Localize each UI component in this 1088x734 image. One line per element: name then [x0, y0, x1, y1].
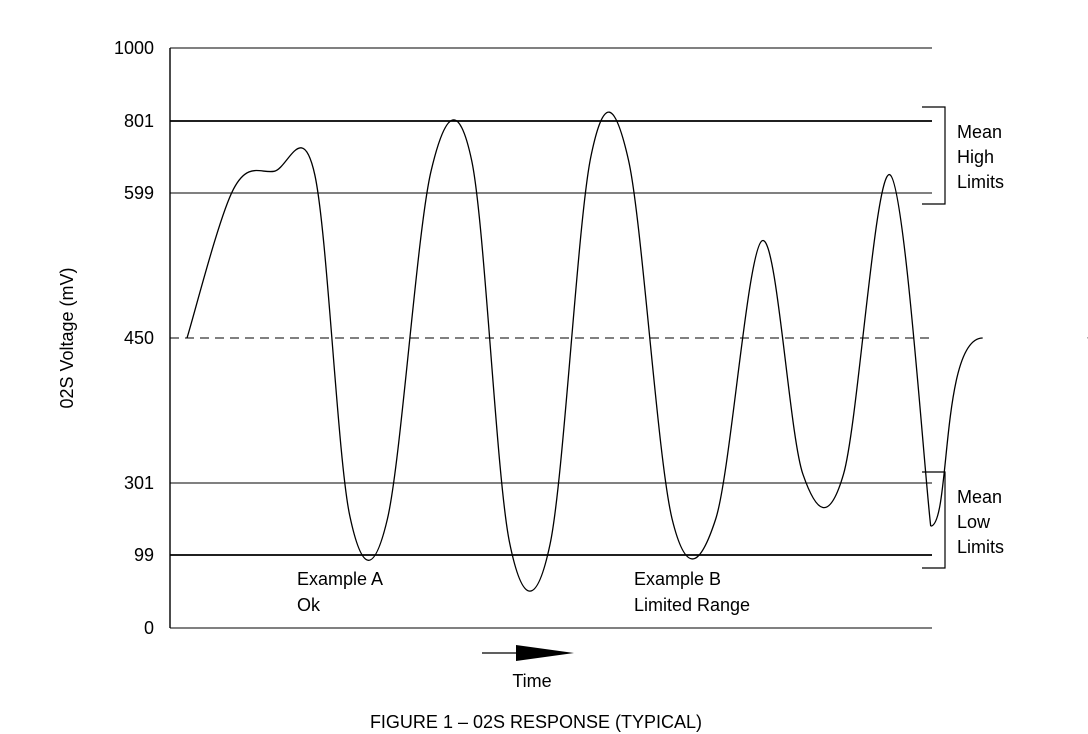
- limit-brace: [922, 106, 946, 205]
- time-arrow: [482, 645, 574, 661]
- y-tick-label: 599: [124, 183, 154, 203]
- y-tick-label: 450: [124, 328, 154, 348]
- y-tick-label: 99: [134, 545, 154, 565]
- y-tick-labels: 1000 801 599 450 301 99 0: [114, 38, 154, 638]
- band-label-line: Limits: [957, 172, 1004, 192]
- series-label: Ok: [297, 595, 321, 615]
- series-label: Example B: [634, 569, 721, 589]
- band-labels: Mean High Limits Mean Low Limits: [957, 122, 1004, 557]
- reference-lines: [170, 47, 932, 629]
- y-tick-label: 0: [144, 618, 154, 638]
- band-label-line: Mean: [957, 487, 1002, 507]
- y-axis-label: 02S Voltage (mV): [57, 267, 77, 408]
- time-arrow-head: [516, 645, 574, 661]
- band-label-line: Low: [957, 512, 991, 532]
- y-tick-label: 801: [124, 111, 154, 131]
- limit-brace: [922, 471, 946, 569]
- series-label: Limited Range: [634, 595, 750, 615]
- series-label: Example A: [297, 569, 383, 589]
- band-label-line: Mean: [957, 122, 1002, 142]
- figure-caption: FIGURE 1 – 02S RESPONSE (TYPICAL): [370, 712, 702, 732]
- series-group: [186, 111, 1088, 592]
- y-tick-label: 301: [124, 473, 154, 493]
- y-tick-label: 1000: [114, 38, 154, 58]
- series-line-example-a-tail: [930, 337, 983, 527]
- band-label-line: Limits: [957, 537, 1004, 557]
- series-line-example-a: [186, 111, 932, 592]
- limit-braces: [922, 106, 946, 569]
- series-labels: Example A Ok Example B Limited Range: [297, 569, 750, 615]
- x-axis-label: Time: [512, 671, 551, 691]
- band-label-line: High: [957, 147, 994, 167]
